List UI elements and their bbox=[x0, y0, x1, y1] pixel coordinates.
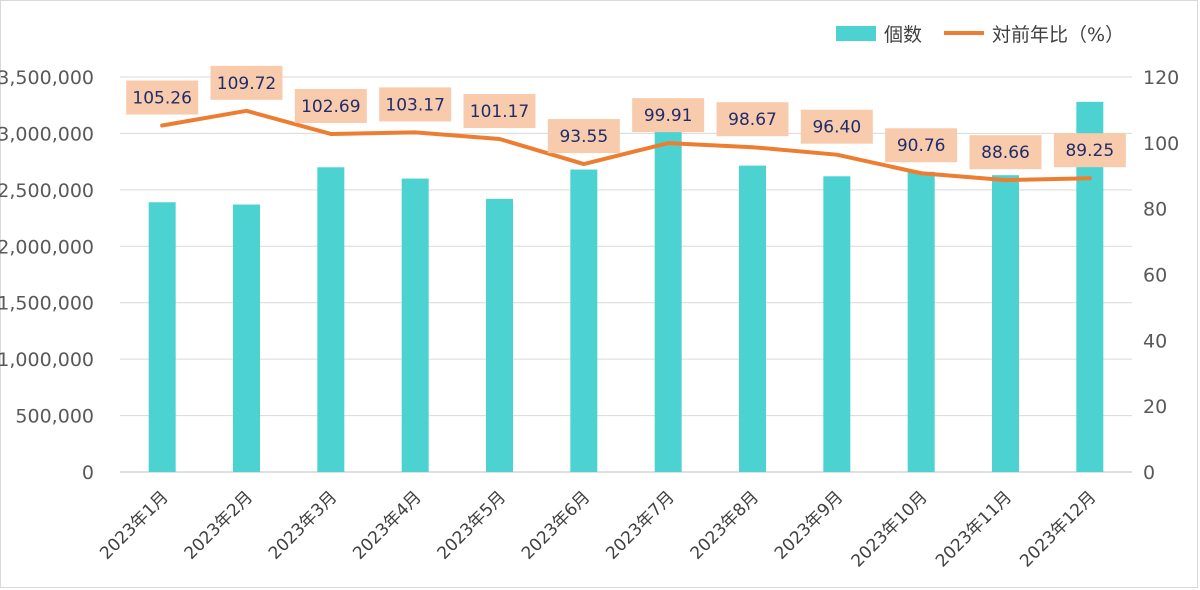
y-left-tick-label: 1,500,000 bbox=[0, 293, 94, 315]
data-label-box bbox=[463, 93, 536, 128]
bar bbox=[486, 198, 513, 472]
bar bbox=[401, 178, 429, 473]
bar bbox=[739, 165, 766, 473]
bar bbox=[992, 175, 1019, 472]
data-label-box bbox=[969, 135, 1042, 170]
x-tick-label: 2023年9月 bbox=[771, 487, 847, 563]
data-label-box bbox=[1053, 133, 1126, 168]
data-label: 89.25 bbox=[1065, 141, 1114, 161]
x-tick-label: 2023年6月 bbox=[518, 487, 594, 563]
data-label: 103.17 bbox=[385, 95, 444, 115]
data-label-box bbox=[126, 80, 199, 115]
x-tick-label: 2023年12月 bbox=[1016, 487, 1100, 571]
y-left-tick-label: 500,000 bbox=[15, 406, 94, 428]
data-label-box bbox=[210, 65, 283, 100]
legend-item-line: 対前年比（%） bbox=[944, 20, 1124, 47]
x-tick-label: 2023年1月 bbox=[96, 487, 172, 563]
bar bbox=[317, 167, 345, 473]
legend-label-line: 対前年比（%） bbox=[992, 23, 1125, 46]
data-label-box bbox=[294, 88, 367, 123]
data-label-box bbox=[885, 128, 958, 163]
y-right-tick-label: 20 bbox=[1143, 396, 1167, 418]
x-tick-label: 2023年10月 bbox=[848, 487, 932, 571]
data-label: 98.67 bbox=[728, 110, 777, 130]
y-right-tick-label: 40 bbox=[1143, 330, 1167, 352]
y-left-tick-label: 1,000,000 bbox=[0, 349, 94, 371]
bar bbox=[654, 131, 682, 472]
data-label: 109.72 bbox=[217, 74, 276, 94]
data-label: 96.40 bbox=[812, 118, 861, 138]
bar bbox=[823, 176, 851, 473]
data-label: 88.66 bbox=[981, 143, 1030, 163]
data-label-box bbox=[716, 102, 789, 137]
data-label: 93.55 bbox=[559, 127, 608, 147]
bar bbox=[570, 169, 598, 473]
x-tick-label: 2023年7月 bbox=[602, 487, 678, 563]
y-left-tick-label: 0 bbox=[82, 462, 94, 484]
y-right-tick-label: 80 bbox=[1143, 199, 1167, 221]
legend-label-bars: 個数 bbox=[884, 23, 923, 46]
y-left-tick-label: 3,500,000 bbox=[0, 67, 94, 89]
legend-swatch-line bbox=[944, 31, 985, 35]
bar bbox=[233, 204, 260, 472]
x-tick-label: 2023年11月 bbox=[932, 487, 1016, 571]
data-label: 102.69 bbox=[301, 97, 360, 117]
x-tick-label: 2023年5月 bbox=[434, 487, 510, 563]
y-left-tick-label: 2,500,000 bbox=[0, 180, 94, 202]
x-tick-label: 2023年2月 bbox=[181, 487, 257, 563]
y-left-tick-label: 2,000,000 bbox=[0, 236, 94, 258]
data-label: 99.91 bbox=[644, 106, 693, 126]
bar bbox=[907, 171, 935, 473]
data-label-box bbox=[547, 119, 620, 154]
data-label-box bbox=[800, 109, 873, 144]
bar bbox=[148, 202, 176, 472]
legend: 個数 対前年比（%） bbox=[836, 20, 1146, 46]
y-right-tick-label: 100 bbox=[1143, 133, 1179, 155]
data-label: 101.17 bbox=[470, 102, 529, 122]
x-tick-label: 2023年8月 bbox=[687, 487, 763, 563]
data-label-box bbox=[632, 98, 705, 133]
data-label: 105.26 bbox=[132, 89, 191, 109]
y-right-tick-label: 60 bbox=[1143, 265, 1167, 287]
legend-item-bars: 個数 bbox=[836, 20, 922, 47]
y-left-tick-label: 3,000,000 bbox=[0, 123, 94, 145]
data-label-box bbox=[379, 87, 452, 122]
x-tick-label: 2023年4月 bbox=[349, 487, 425, 563]
data-label: 90.76 bbox=[897, 136, 946, 156]
y-right-tick-label: 0 bbox=[1143, 462, 1155, 484]
x-tick-label: 2023年3月 bbox=[265, 487, 341, 563]
legend-swatch-bars bbox=[836, 25, 876, 41]
y-right-tick-label: 120 bbox=[1143, 67, 1179, 89]
line-series bbox=[160, 108, 1092, 183]
